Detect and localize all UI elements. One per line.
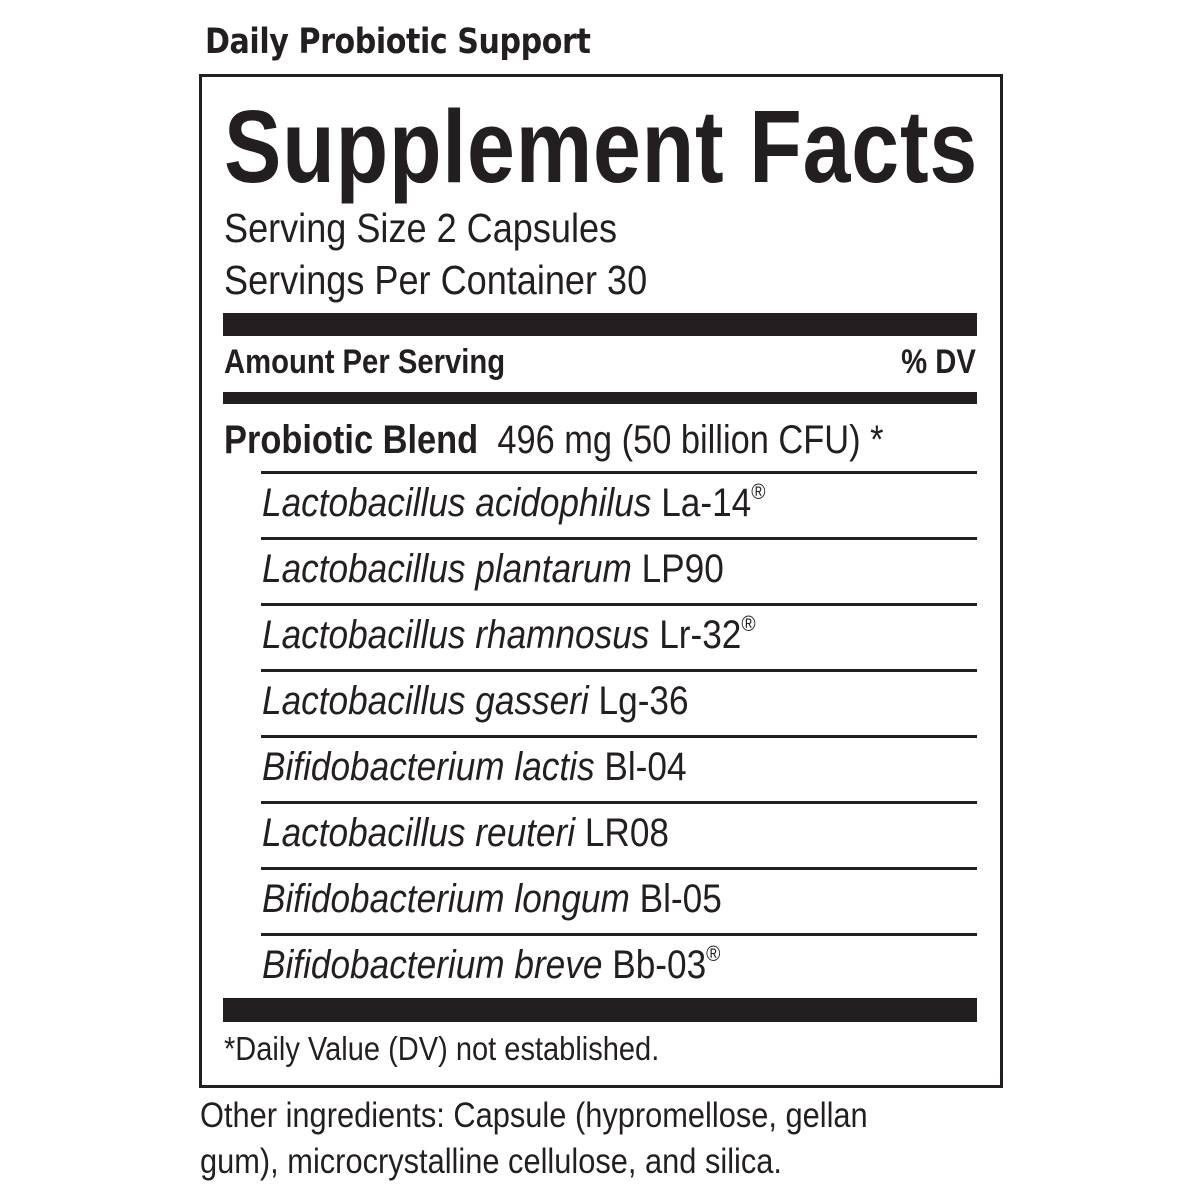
- row-divider: [261, 867, 977, 870]
- species-name: Lactobacillus gasseri: [262, 679, 589, 723]
- thick-divider-bottom: [223, 998, 977, 1022]
- species-name: Lactobacillus reuteri: [262, 811, 576, 855]
- registered-mark: ®: [706, 941, 721, 966]
- blend-amount: 496 mg (50 billion CFU) *: [497, 418, 884, 462]
- other-ingredients-line-2: gum), microcrystalline cellulose, and si…: [200, 1142, 782, 1181]
- strain-row: Lactobacillus rhamnosus Lr-32®: [262, 611, 756, 658]
- species-name: Bifidobacterium breve: [262, 943, 603, 987]
- row-divider: [261, 669, 977, 672]
- servings-per-container: Servings Per Container 30: [224, 257, 648, 303]
- strain-code: LP90: [641, 547, 724, 591]
- panel-title: Supplement Facts: [224, 89, 979, 204]
- footnote: *Daily Value (DV) not established.: [224, 1030, 660, 1067]
- strain-row: Lactobacillus gasseri Lg-36: [262, 679, 689, 724]
- strain-row: Bifidobacterium longum Bl-05: [262, 877, 722, 922]
- thick-divider: [223, 313, 977, 336]
- dv-header: % DV: [901, 343, 976, 381]
- row-divider: [261, 537, 977, 540]
- strain-row: Lactobacillus plantarum LP90: [262, 547, 724, 592]
- species-name: Bifidobacterium lactis: [262, 745, 595, 789]
- product-name: Daily Probiotic Support: [205, 22, 591, 62]
- row-divider: [261, 603, 977, 606]
- strain-code: Lr-32: [659, 613, 742, 657]
- strain-code: Bl-05: [639, 877, 722, 921]
- species-name: Lactobacillus plantarum: [262, 547, 632, 591]
- strain-row: Bifidobacterium breve Bb-03®: [262, 941, 721, 988]
- species-name: Lactobacillus acidophilus: [262, 481, 652, 525]
- supplement-facts-panel: [199, 74, 1003, 1088]
- registered-mark: ®: [741, 611, 756, 636]
- strain-row: Lactobacillus acidophilus La-14®: [262, 479, 766, 526]
- amount-per-serving-header: Amount Per Serving: [224, 343, 506, 381]
- row-divider: [261, 801, 977, 804]
- strain-code: LR08: [584, 811, 669, 855]
- strain-row: Bifidobacterium lactis Bl-04: [262, 745, 687, 790]
- row-divider: [261, 471, 977, 474]
- strain-code: Bl-04: [604, 745, 687, 789]
- species-name: Lactobacillus rhamnosus: [262, 613, 650, 657]
- probiotic-blend-row: Probiotic Blend 496 mg (50 billion CFU) …: [224, 418, 884, 463]
- row-divider: [261, 735, 977, 738]
- blend-name: Probiotic Blend: [224, 418, 479, 462]
- row-divider: [261, 933, 977, 936]
- medium-divider: [223, 392, 977, 404]
- serving-size: Serving Size 2 Capsules: [224, 205, 618, 251]
- species-name: Bifidobacterium longum: [262, 877, 630, 921]
- strain-code: Bb-03: [612, 943, 707, 987]
- registered-mark: ®: [751, 479, 766, 504]
- other-ingredients-line-1: Other ingredients: Capsule (hypromellose…: [200, 1096, 868, 1135]
- strain-code: La-14: [661, 481, 752, 525]
- strain-code: Lg-36: [598, 679, 689, 723]
- strain-row: Lactobacillus reuteri LR08: [262, 811, 669, 856]
